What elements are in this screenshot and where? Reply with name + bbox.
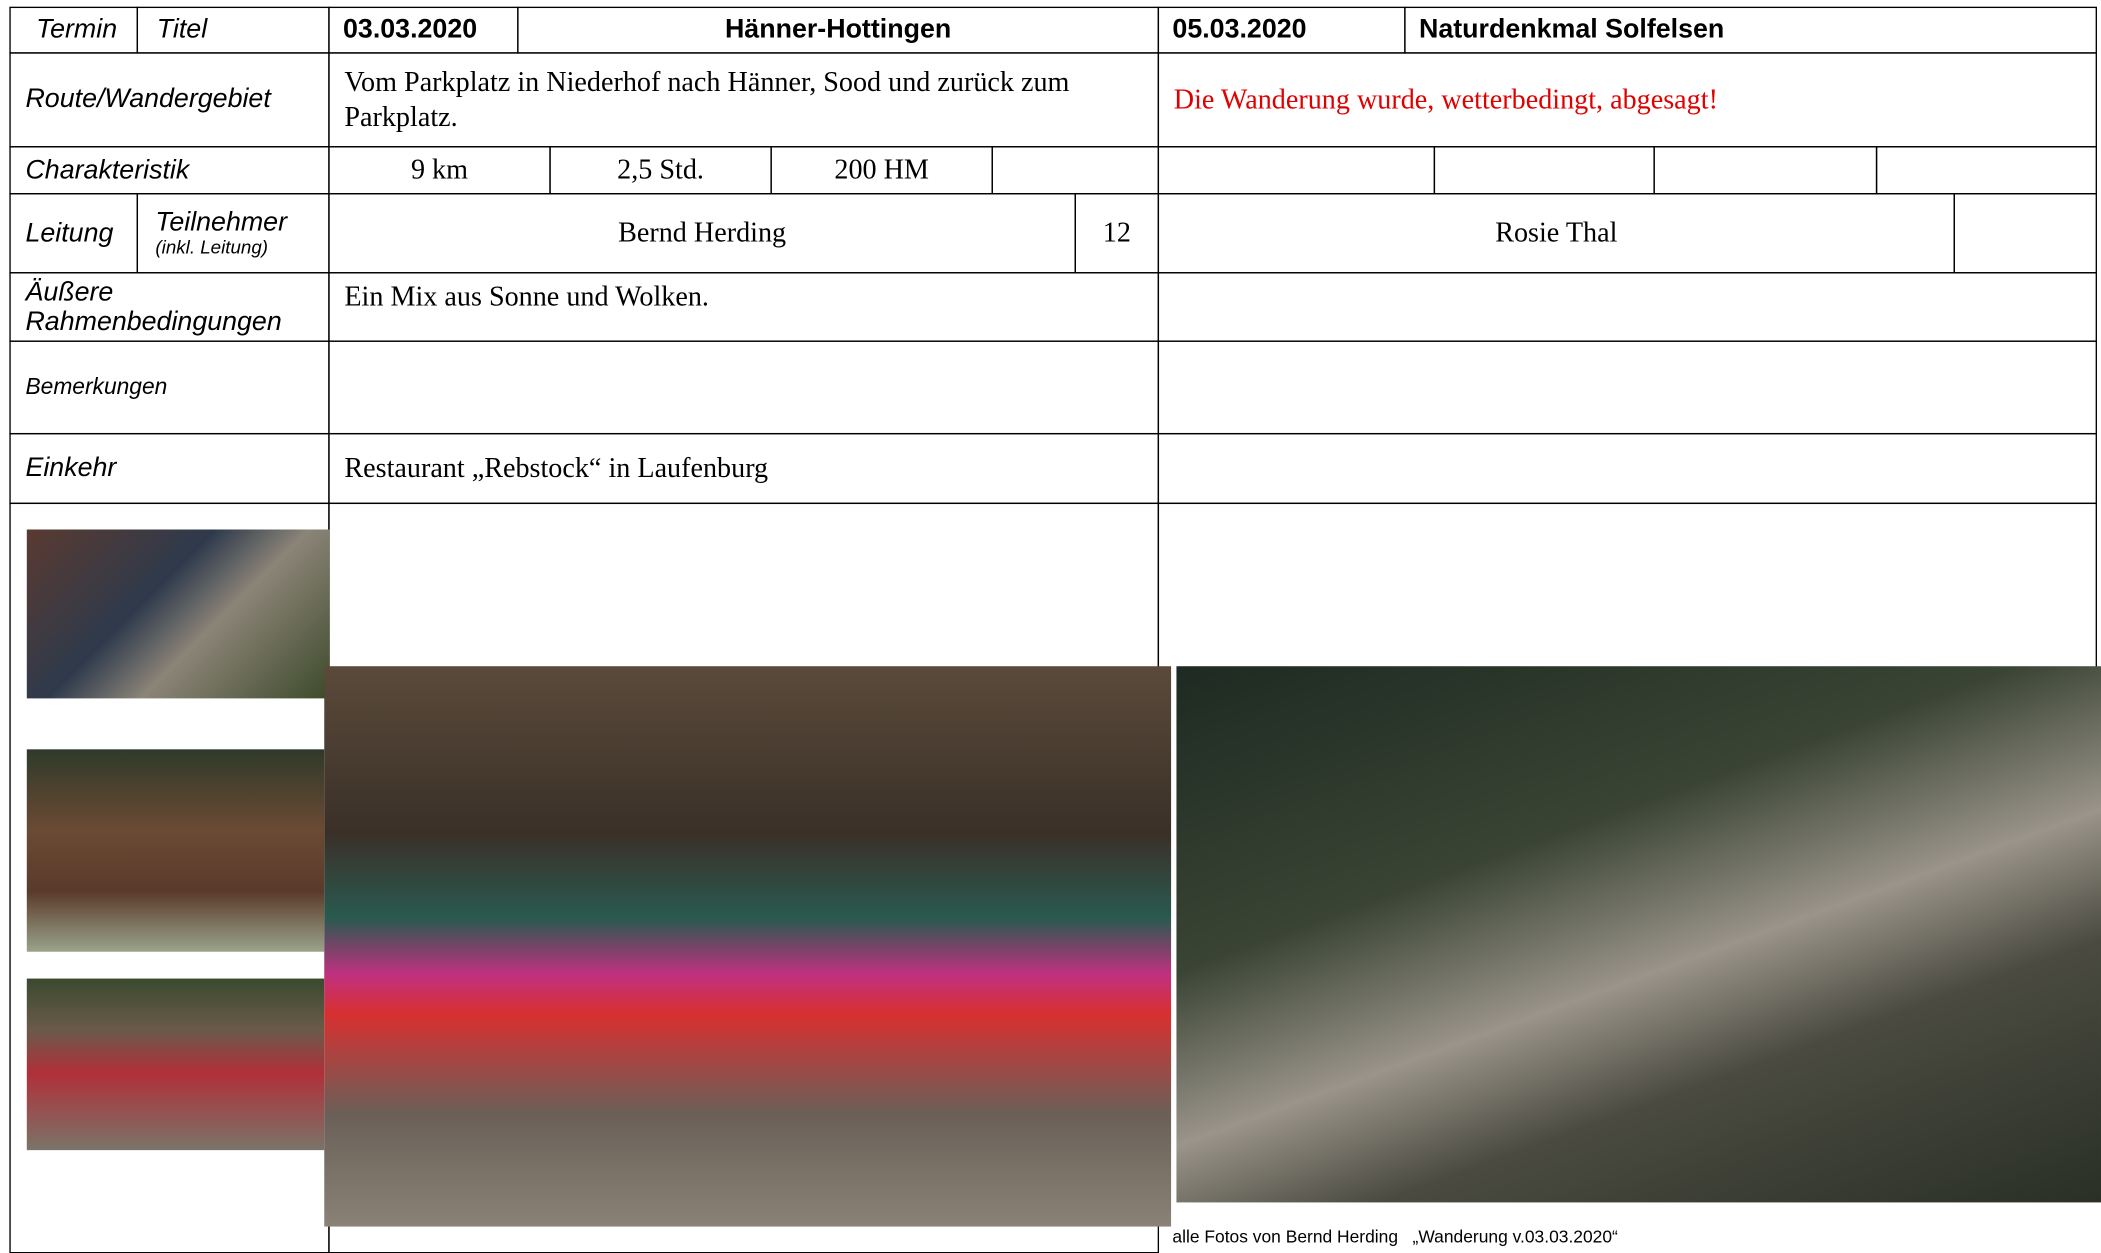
label-note: (inkl. Leitung)	[155, 235, 269, 258]
cell	[328, 340, 1160, 435]
cell: 12	[1074, 193, 1160, 274]
cell	[1157, 502, 2097, 671]
cell	[991, 146, 1160, 195]
cell: Vom Parkplatz in Niederhof nach Hänner, …	[328, 52, 1160, 148]
date: 05.03.2020	[1157, 6, 1406, 54]
cell	[1653, 146, 1878, 195]
caption: alle Fotos von Bernd Herding „Wanderung …	[1172, 1226, 1618, 1247]
photo	[324, 666, 1172, 1227]
row-label: Teilnehmer (inkl. Leitung)	[136, 193, 330, 274]
cell: Ein Mix aus Sonne und Wolken.	[328, 272, 1160, 342]
cell: Restaurant „Rebstock“ in Laufenburg	[328, 432, 1160, 505]
row-label: Äußere Rahmenbedingungen	[9, 272, 330, 342]
cell	[1953, 193, 2097, 274]
row-label: Leitung	[9, 193, 139, 274]
photo	[26, 529, 330, 699]
cell	[1157, 340, 2097, 435]
row-label: Route/Wandergebiet	[9, 52, 330, 148]
cell	[1875, 146, 2097, 195]
row-label: Charakteristik	[9, 146, 330, 195]
header-cell: Termin	[9, 6, 139, 54]
photo	[26, 978, 325, 1151]
date: 03.03.2020	[328, 6, 519, 54]
cell	[1157, 432, 2097, 505]
cell: 200 HM	[770, 146, 993, 195]
cell: 2,5 Std.	[549, 146, 772, 195]
cell: Bernd Herding	[328, 193, 1076, 274]
hike-title: Naturdenkmal Solfelsen	[1404, 6, 2097, 54]
header-cell: Titel	[136, 6, 330, 54]
cell	[1157, 146, 1436, 195]
cell: Die Wanderung wurde, wetterbedingt, abge…	[1157, 52, 2097, 148]
photo	[26, 749, 325, 952]
cell: 9 km	[328, 146, 551, 195]
cell	[1433, 146, 1655, 195]
row-label: Bemerkungen	[9, 340, 330, 435]
cell	[1157, 272, 2097, 342]
cell: Rosie Thal	[1157, 193, 1955, 274]
label-text: Teilnehmer	[155, 207, 288, 238]
photo	[1176, 666, 2101, 1203]
hike-title: Hänner-Hottingen	[517, 6, 1160, 54]
row-label: Einkehr	[9, 432, 330, 505]
